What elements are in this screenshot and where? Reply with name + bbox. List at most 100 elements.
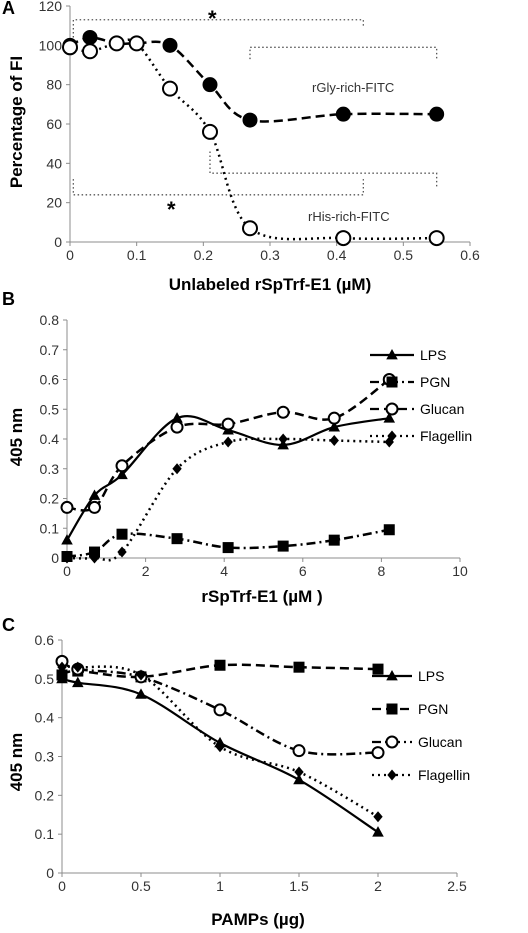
y-tick-label: 100: [39, 37, 63, 53]
data-point-flagellin: [373, 811, 383, 823]
data-point-glucan: [170, 420, 184, 434]
x-tick-label: 2: [374, 878, 382, 894]
data-point-rhis-rich-fitc: [128, 35, 145, 52]
data-point-flagellin: [73, 661, 83, 673]
data-point-pgn: [56, 669, 68, 681]
data-point-flagellin: [136, 669, 146, 681]
data-point-glucan: [327, 411, 341, 425]
y-tick-label: 60: [46, 116, 62, 132]
x-tick-label: 0.4: [327, 247, 347, 263]
data-point-pgn: [214, 659, 226, 671]
panel-a: A 0 0.1 0.2 0.3 0.4 0.5 0.6 0 20 40 60 80 100 120 rGl…: [2, 0, 480, 294]
x-tick-label: 8: [378, 563, 386, 579]
panel-a-significance-brackets: [72, 19, 438, 196]
panel-b: B 0 2 4 6 8 10 0 0.1 0.2 0.3 0.4 0.5 0.6 0.7 0.8 LPS PG…: [2, 289, 472, 606]
data-point-lps: [61, 534, 73, 545]
x-tick-label: 1.5: [289, 878, 309, 894]
y-tick-label: 20: [46, 195, 62, 211]
x-tick-label: 0.2: [194, 247, 214, 263]
data-point-rhis-rich-fitc: [162, 80, 178, 97]
legend-label-glucan: Glucan: [420, 401, 464, 417]
legend-marker-flagellin: [387, 430, 397, 442]
panel-c-xlabel: PAMPs (µg): [211, 910, 305, 929]
data-point-rgly-rich-fitc: [335, 106, 351, 122]
panel-b-legend: LPS PGN Glucan Flagellin: [370, 347, 472, 444]
data-point-glucan: [115, 459, 129, 473]
data-point-glucan: [60, 500, 74, 514]
data-point-flagellin: [57, 661, 67, 673]
data-point-pgn: [222, 542, 234, 554]
legend-marker-lps: [386, 348, 398, 360]
x-tick-label: 0.5: [131, 878, 151, 894]
panel-c: C 0 0.5 1 1.5 2 2.5 0 0.1 0.2 0.3 0.4 0.5 0.6 LPS PGN…: [2, 615, 470, 929]
y-tick-label: 0.5: [40, 401, 60, 417]
legend-label-lps: LPS: [420, 347, 446, 363]
panel-c-markers: [55, 654, 385, 837]
series-line-lps: [66, 415, 390, 541]
y-tick-label: 0.1: [35, 826, 55, 842]
x-tick-label: 0: [63, 563, 71, 579]
x-tick-label: 2.5: [447, 878, 467, 894]
panel-a-series-lines: [69, 36, 437, 241]
data-point-flagellin: [215, 741, 225, 753]
y-tick-label: 0.5: [35, 671, 55, 687]
data-point-glucan: [276, 405, 290, 419]
data-point-lps: [135, 688, 147, 699]
data-point-rhis-rich-fitc: [242, 220, 258, 237]
significance-bracket: [72, 19, 364, 38]
legend-label-pgn: PGN: [420, 374, 450, 390]
x-tick-label: 2: [142, 563, 150, 579]
legend-marker-glucan: [385, 735, 399, 749]
panel-a-xlabel: Unlabeled rSpTrf-E1 (µM): [169, 275, 371, 294]
data-point-rgly-rich-fitc: [202, 77, 218, 93]
significance-bracket: [209, 151, 438, 189]
panel-c-ylabel: 405 nm: [7, 733, 26, 792]
data-point-rhis-rich-fitc: [335, 230, 352, 247]
y-tick-label: 0.3: [40, 461, 60, 477]
data-point-glucan: [88, 500, 102, 514]
data-point-pgn: [277, 540, 289, 552]
y-tick-label: 0.1: [40, 520, 60, 536]
legend-label-glucan: Glucan: [418, 734, 462, 750]
legend-label-pgn: PGN: [418, 701, 448, 717]
data-point-pgn: [383, 524, 395, 536]
y-tick-label: 0.7: [40, 342, 60, 358]
data-point-flagellin: [117, 546, 127, 558]
legend-marker-flagellin: [387, 769, 397, 781]
data-point-rhis-rich-fitc: [108, 35, 125, 52]
data-point-rgly-rich-fitc: [242, 112, 258, 128]
data-point-glucan: [371, 746, 385, 760]
significance-bracket: [72, 179, 364, 196]
panel-b-axes: 0 2 4 6 8 10 0 0.1 0.2 0.3 0.4 0.5 0.6 0.7 0.8: [40, 312, 468, 579]
legend-marker-lps: [386, 669, 398, 681]
x-tick-label: 0.1: [127, 247, 147, 263]
y-tick-label: 120: [39, 0, 63, 14]
panel-letter-b: B: [2, 289, 15, 309]
data-point-pgn: [328, 534, 340, 546]
series-label-rgly-rich-fitc: rGly-rich-FITC: [312, 80, 394, 95]
data-point-rgly-rich-fitc: [82, 29, 98, 45]
series-line-flagellin: [66, 437, 390, 562]
legend-label-flagellin: Flagellin: [418, 767, 470, 783]
y-tick-label: 0.4: [35, 710, 55, 726]
data-point-pgn: [116, 528, 128, 540]
y-tick-label: 0.3: [35, 749, 55, 765]
data-point-lps: [116, 468, 128, 480]
panel-a-ylabel: Percentage of FI: [7, 56, 26, 188]
y-tick-label: 0.2: [40, 491, 60, 507]
data-point-flagellin: [329, 434, 339, 446]
data-point-rgly-rich-fitc: [162, 37, 178, 53]
data-point-flagellin: [89, 552, 100, 564]
data-point-rgly-rich-fitc: [429, 106, 445, 122]
panel-letter-c: C: [2, 615, 15, 635]
data-point-flagellin: [172, 463, 182, 475]
x-tick-label: 4: [220, 563, 228, 579]
data-point-lps: [383, 412, 396, 423]
panel-c-legend: LPS PGN Glucan Flagellin: [372, 668, 470, 783]
y-tick-label: 40: [46, 155, 62, 171]
y-tick-label: 0.6: [35, 632, 55, 648]
legend-marker-pgn: [386, 376, 398, 388]
panel-a-markers: [62, 29, 445, 247]
panel-b-markers: [60, 373, 396, 564]
x-tick-label: 0.3: [260, 247, 280, 263]
